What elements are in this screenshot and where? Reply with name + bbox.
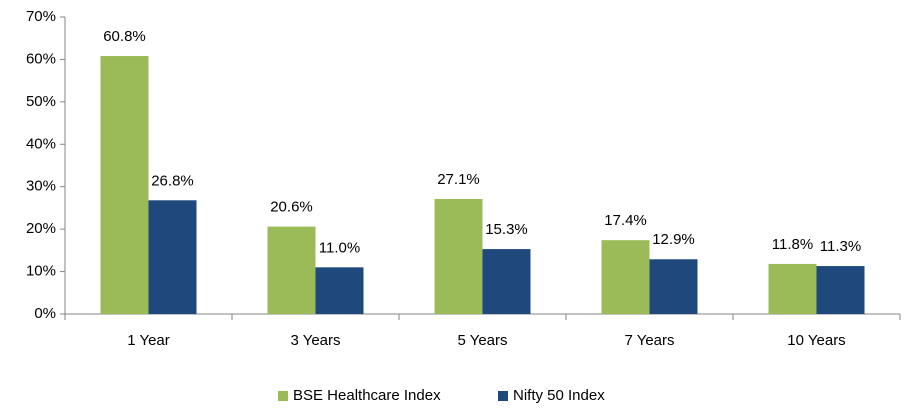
bar: [267, 226, 316, 314]
value-label: 60.8%: [103, 28, 146, 45]
x-tick-label: 1 Year: [127, 332, 170, 349]
value-label: 15.3%: [485, 221, 528, 238]
legend-label: BSE Healthcare Index: [293, 387, 441, 404]
y-tick-label: 70%: [26, 8, 56, 25]
legend-label: Nifty 50 Index: [513, 387, 605, 404]
bar: [649, 259, 698, 314]
value-label: 11.0%: [319, 239, 360, 256]
bar: [100, 56, 149, 314]
bar: [148, 200, 197, 314]
x-tick-label: 5 Years: [457, 332, 507, 349]
value-label: 11.3%: [820, 238, 861, 255]
y-tick-label: 10%: [26, 263, 56, 280]
y-tick-label: 60%: [26, 50, 56, 67]
value-label: 27.1%: [437, 171, 480, 188]
y-tick-label: 30%: [26, 178, 56, 195]
bar: [482, 249, 531, 314]
bar: [601, 240, 650, 314]
legend-swatch: [278, 391, 288, 401]
bar: [315, 267, 364, 314]
value-label: 17.4%: [604, 212, 647, 229]
y-tick-label: 20%: [26, 220, 56, 237]
value-label: 11.8%: [772, 236, 813, 253]
x-tick-label: 3 Years: [290, 332, 340, 349]
bar: [768, 263, 817, 314]
value-label: 20.6%: [270, 199, 313, 216]
legend-swatch: [498, 391, 508, 401]
x-tick-label: 7 Years: [624, 332, 674, 349]
y-tick-label: 50%: [26, 93, 56, 110]
value-label: 26.8%: [151, 172, 194, 189]
y-tick-label: 0%: [34, 305, 56, 322]
value-label: 12.9%: [652, 231, 695, 248]
bar: [434, 199, 483, 314]
y-tick-label: 40%: [26, 135, 56, 152]
bar: [816, 266, 865, 314]
x-tick-label: 10 Years: [787, 332, 845, 349]
